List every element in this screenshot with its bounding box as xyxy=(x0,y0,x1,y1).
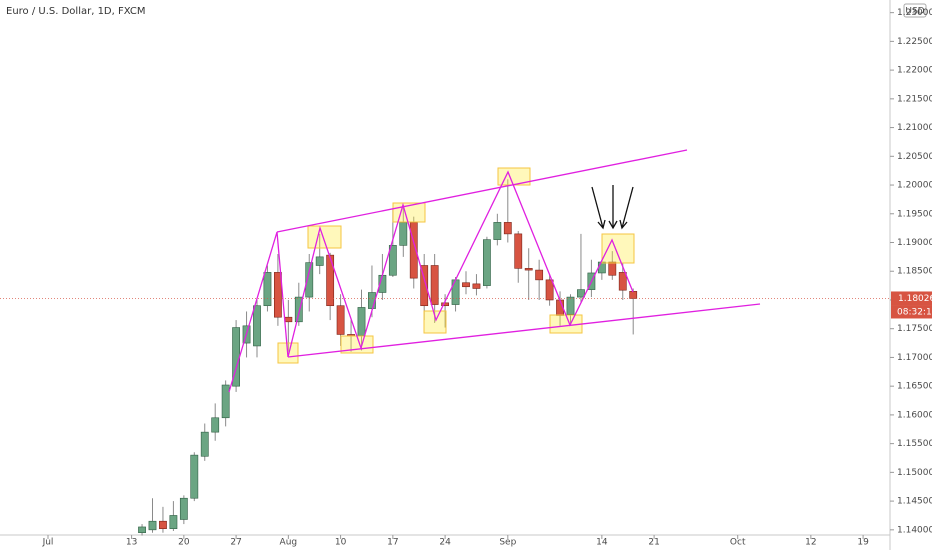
candle-body xyxy=(305,262,314,298)
x-tick-label: 10 xyxy=(335,538,347,548)
arrow xyxy=(591,186,604,229)
candle-body xyxy=(545,279,554,301)
y-tick-label: 1.23000 xyxy=(897,8,932,18)
y-tick-label: 1.14500 xyxy=(897,497,932,507)
y-tick-label: 1.20500 xyxy=(897,152,932,162)
arrow-head xyxy=(619,219,628,230)
candle-body xyxy=(284,316,293,323)
candle-body xyxy=(357,307,366,336)
candle-body xyxy=(514,233,523,269)
candle-body xyxy=(430,265,439,305)
candle-body xyxy=(462,282,470,288)
x-tick-label: Sep xyxy=(499,538,516,548)
drawings xyxy=(228,149,761,393)
x-tick-label: Oct xyxy=(730,538,746,548)
y-tick-label: 1.16500 xyxy=(897,382,932,392)
candle-body xyxy=(629,291,638,299)
upper-trendline xyxy=(276,149,688,233)
box xyxy=(601,233,635,264)
last-price-badge xyxy=(891,291,932,306)
candle-body xyxy=(315,256,324,266)
candle-body xyxy=(221,384,230,419)
zigzag xyxy=(228,170,634,393)
y-tick-label: 1.22000 xyxy=(897,66,932,76)
arrow xyxy=(621,186,634,229)
lower-trendline xyxy=(287,303,761,358)
candle-body xyxy=(148,520,157,531)
x-tick-label: 27 xyxy=(230,538,241,548)
x-tick-label: 24 xyxy=(439,538,451,548)
candle-body xyxy=(169,515,178,529)
candle-body xyxy=(577,289,585,298)
candle-body xyxy=(138,526,146,534)
y-tick-label: 1.16000 xyxy=(897,410,932,420)
x-tick-label: 17 xyxy=(387,538,398,548)
candle-body xyxy=(263,272,272,307)
y-tick-label: 1.15500 xyxy=(897,439,932,449)
candle-body xyxy=(399,222,408,246)
y-tick-label: 1.14000 xyxy=(897,525,932,535)
candle-body xyxy=(472,283,481,289)
candle-body xyxy=(200,431,209,457)
box xyxy=(307,225,342,249)
y-tick-label: 1.19500 xyxy=(897,209,932,219)
candle-body xyxy=(273,272,282,318)
x-tick-label: 21 xyxy=(648,538,659,548)
y-tick-label: 1.19000 xyxy=(897,238,932,248)
y-tick-label: 1.17000 xyxy=(897,353,932,363)
candle-body xyxy=(294,296,303,323)
candle-body xyxy=(211,417,220,433)
y-tick-label: 1.21000 xyxy=(897,123,932,133)
countdown-label: 08:32:19 xyxy=(897,307,932,317)
candle-body xyxy=(179,497,188,520)
currency-badge[interactable] xyxy=(903,3,927,18)
candle-body xyxy=(597,261,606,274)
y-tick-label: 1.20000 xyxy=(897,181,932,191)
candle-body xyxy=(326,254,335,307)
candle-body xyxy=(420,265,429,307)
x-tick-label: 14 xyxy=(596,538,608,548)
candle-body xyxy=(608,261,617,276)
y-tick-label: 1.17500 xyxy=(897,324,932,334)
x-tick-label: Jul xyxy=(42,538,54,548)
candles xyxy=(138,179,638,536)
candle-body xyxy=(566,296,575,315)
candle-body xyxy=(482,239,491,286)
arrows xyxy=(591,185,634,230)
candle-body xyxy=(524,268,533,271)
candle-body xyxy=(159,520,167,529)
x-tick-label: 20 xyxy=(178,538,190,548)
last-price-label: 1.18026 xyxy=(898,294,932,304)
candle-body xyxy=(503,222,512,235)
y-tick-label: 1.21500 xyxy=(897,94,932,104)
y-tick-label: 1.22500 xyxy=(897,37,932,47)
currency-label: USD xyxy=(905,7,924,17)
candle-body xyxy=(618,272,627,291)
candle-body xyxy=(336,305,345,335)
candle-body xyxy=(253,305,261,347)
candle-body xyxy=(493,222,502,240)
candle-body xyxy=(190,454,199,499)
x-tick-label: 12 xyxy=(805,538,816,548)
box xyxy=(423,310,447,334)
candle-body xyxy=(441,302,449,307)
y-tick-label: 1.15000 xyxy=(897,468,932,478)
arrow-head xyxy=(597,219,606,230)
x-tick-label: 19 xyxy=(857,538,869,548)
x-tick-label: Aug xyxy=(280,538,298,548)
candle-body xyxy=(388,245,397,276)
arrow-head xyxy=(608,220,618,230)
x-tick-label: 13 xyxy=(126,538,137,548)
chart-title: Euro / U.S. Dollar, 1D, FXCM xyxy=(6,6,145,17)
y-tick-label: 1.18500 xyxy=(897,267,932,277)
candle-body xyxy=(535,269,544,281)
countdown-badge xyxy=(891,305,932,319)
